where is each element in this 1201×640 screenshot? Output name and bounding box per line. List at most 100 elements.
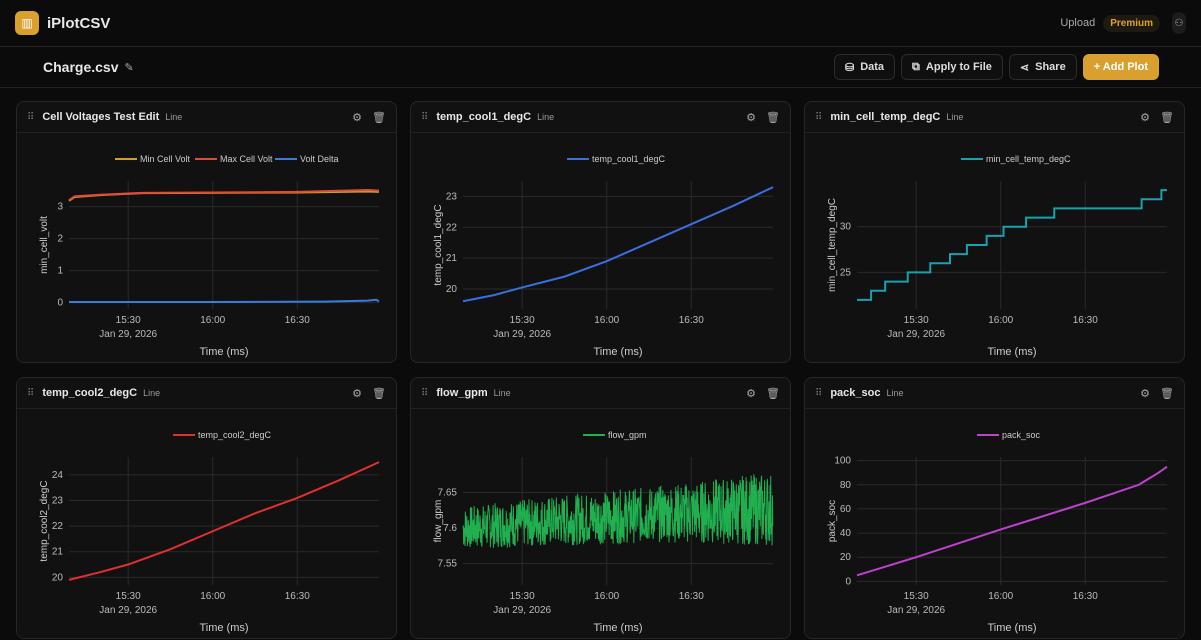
series-line-min_cell_temp_degc (857, 189, 1167, 301)
drag-handle-icon[interactable]: ⠿ (815, 387, 823, 399)
x-tick-label: 15:30 (510, 315, 535, 326)
chart-svg: 15:30 16:00 16:30 25 30 Jan 29, 2026 Time (ms)… (827, 154, 1167, 358)
y-tick-label: 60 (840, 504, 852, 515)
x-axis-label: Time (ms) (987, 346, 1036, 358)
x-tick-label: 16:00 (200, 591, 225, 602)
trash-icon[interactable]: 🗑 (1160, 387, 1174, 400)
date-label: Jan 29, 2026 (99, 329, 157, 340)
y-tick-label: 30 (840, 222, 852, 233)
x-tick-label: 16:30 (285, 315, 310, 326)
panel-header: ⠿ temp_cool2_degC Line ⚙ 🗑 (17, 378, 396, 409)
chart-svg: 15:30 16:00 16:30 20 21 22 23 24 Jan 29, 2026 Tim… (39, 430, 380, 634)
add-plot-label: + Add Plot (1093, 61, 1148, 73)
drag-handle-icon[interactable]: ⠿ (815, 111, 823, 123)
trash-icon[interactable]: 🗑 (372, 111, 386, 124)
y-tick-label: 0 (57, 298, 63, 309)
plot-panel: ⠿ pack_soc Line ⚙ 🗑 15:30 16:00 16:30 0 20 40 6… (804, 377, 1185, 639)
premium-badge[interactable]: Premium (1103, 14, 1160, 32)
chart-svg: 15:30 16:00 16:30 0 1 2 3 Jan 29, 2026 Time (ms)… (39, 154, 380, 358)
y-tick-label: 2 (57, 234, 63, 245)
legend-label: min_cell_temp_degC (986, 154, 1071, 164)
legend-label: Volt Delta (300, 154, 339, 164)
x-tick-label: 16:30 (285, 591, 310, 602)
x-axis-label: Time (ms) (593, 622, 642, 634)
x-tick-label: 16:00 (200, 315, 225, 326)
share-button[interactable]: ⋖ Share (1008, 54, 1077, 80)
y-tick-label: 100 (834, 456, 851, 467)
y-tick-label: 20 (840, 552, 852, 563)
trash-icon[interactable]: 🗑 (372, 387, 386, 400)
plot-type: Line (946, 112, 964, 122)
plot-type: Line (493, 388, 511, 398)
y-tick-label: 0 (845, 576, 851, 587)
y-tick-label: 21 (52, 547, 64, 558)
legend-label: Max Cell Volt (220, 154, 273, 164)
y-axis-label: temp_cool2_degC (39, 480, 50, 561)
plot-title: temp_cool1_degC (436, 111, 532, 123)
add-plot-button[interactable]: + Add Plot (1082, 54, 1159, 80)
trash-icon[interactable]: 🗑 (766, 387, 780, 400)
x-axis-label: Time (ms) (199, 622, 248, 634)
series-line-flow_gpm (462, 474, 774, 548)
chart-svg: 15:30 16:00 16:30 20 21 22 23 Jan 29, 2026 Time … (433, 154, 774, 358)
database-icon: ⛁ (844, 61, 855, 74)
settings-gear-icon[interactable]: ⚙ (352, 111, 363, 124)
legend-label: flow_gpm (608, 430, 647, 440)
settings-gear-icon[interactable]: ⚙ (352, 387, 363, 400)
settings-gear-icon[interactable]: ⚙ (746, 387, 757, 400)
share-label: Share (1035, 61, 1066, 73)
plot-type: Line (537, 112, 555, 122)
drag-handle-icon[interactable]: ⠿ (421, 111, 429, 123)
edit-pencil-icon[interactable]: ✎ (124, 61, 134, 74)
plot-panel: ⠿ temp_cool2_degC Line ⚙ 🗑 15:30 16:00 16:3… (16, 377, 397, 639)
date-label: Jan 29, 2026 (493, 605, 551, 616)
x-axis-label: Time (ms) (987, 622, 1036, 634)
x-tick-label: 16:30 (1073, 591, 1098, 602)
y-tick-label: 21 (446, 253, 458, 264)
y-axis-label: pack_soc (827, 500, 838, 542)
date-label: Jan 29, 2026 (493, 329, 551, 340)
plot-type: Line (886, 388, 904, 398)
apply-to-file-button[interactable]: ⧉ Apply to File (901, 54, 1003, 80)
y-tick-label: 25 (840, 267, 852, 278)
file-name: Charge.csv (43, 59, 119, 75)
x-tick-label: 16:30 (679, 591, 704, 602)
plot-type: Line (143, 388, 161, 398)
x-tick-label: 15:30 (510, 591, 535, 602)
plot-grid: ⠿ Cell Voltages Test Edit Line ⚙ 🗑 15:30 1… (16, 101, 1185, 639)
plot-title: min_cell_temp_degC (830, 111, 941, 123)
file-toolbar: Charge.csv ✎ ⛁ Data ⧉ Apply to File ⋖ Share… (0, 47, 1201, 88)
settings-gear-icon[interactable]: ⚙ (1140, 387, 1151, 400)
date-label: Jan 29, 2026 (887, 329, 945, 340)
y-tick-label: 20 (52, 572, 64, 583)
plot-panel: ⠿ flow_gpm Line ⚙ 🗑 15:30 16:00 16:30 7.55 7.… (410, 377, 791, 639)
data-button[interactable]: ⛁ Data (833, 54, 896, 80)
trash-icon[interactable]: 🗑 (1160, 111, 1174, 124)
plot-title: temp_cool2_degC (42, 387, 138, 399)
x-tick-label: 15:30 (904, 591, 929, 602)
settings-gear-icon[interactable]: ⚙ (746, 111, 757, 124)
trash-icon[interactable]: 🗑 (766, 111, 780, 124)
panel-header: ⠿ pack_soc Line ⚙ 🗑 (805, 378, 1184, 409)
drag-handle-icon[interactable]: ⠿ (27, 111, 35, 123)
legend-label: temp_cool2_degC (198, 430, 272, 440)
series-line-temp_cool1_degc (462, 186, 774, 303)
x-tick-label: 16:00 (988, 591, 1013, 602)
plot-panel: ⠿ Cell Voltages Test Edit Line ⚙ 🗑 15:30 1… (16, 101, 397, 363)
y-axis-label: temp_cool1_degC (433, 204, 444, 285)
settings-gear-icon[interactable]: ⚙ (1140, 111, 1151, 124)
y-tick-label: 22 (52, 521, 64, 532)
x-tick-label: 16:30 (1073, 315, 1098, 326)
series-line-temp_cool2_degc (68, 461, 380, 581)
user-icon[interactable]: ⚇ (1172, 12, 1186, 34)
app-logo-icon: ▥ (15, 11, 39, 35)
drag-handle-icon[interactable]: ⠿ (421, 387, 429, 399)
panel-header: ⠿ Cell Voltages Test Edit Line ⚙ 🗑 (17, 102, 396, 133)
apply-label: Apply to File (925, 61, 992, 73)
upload-link[interactable]: Upload (1060, 17, 1096, 29)
x-axis-label: Time (ms) (593, 346, 642, 358)
copy-icon: ⧉ (912, 60, 920, 73)
plot-title: flow_gpm (436, 387, 488, 399)
plot-title: Cell Voltages Test Edit (42, 111, 160, 123)
drag-handle-icon[interactable]: ⠿ (27, 387, 35, 399)
